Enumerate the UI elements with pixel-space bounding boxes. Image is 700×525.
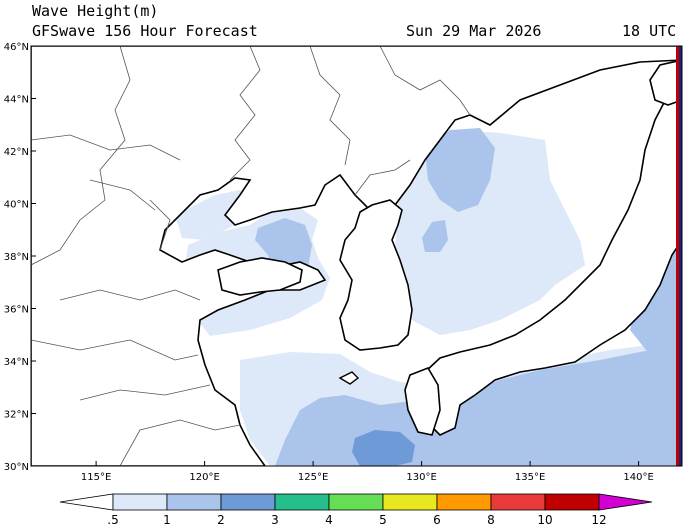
colorbar-label: 1 [163,513,171,525]
colorbar-label: 4 [325,513,333,525]
colorbar-label: 10 [537,513,552,525]
lon-label: 130°E [406,472,436,483]
colorbar-label: .5 [107,513,118,525]
lon-label: 125°E [298,472,328,483]
colorbar-segment [166,493,222,511]
colorbar-segment [274,493,330,511]
longitude-axis: 115°E 120°E 125°E 130°E 135°E 140°E [81,461,654,483]
internal-borders [31,46,471,466]
colorbar-segment [490,493,546,511]
lon-label: 140°E [623,472,653,483]
japan-kyushu [404,367,441,436]
mainland-china [31,46,682,466]
map-content [31,46,682,466]
shandong-peninsula [217,257,303,296]
lat-label: 40°N [4,200,29,211]
jeju-island [338,371,360,385]
forecast-time: 18 UTC [622,22,677,40]
map-title: Wave Height(m) [32,2,159,20]
lat-label: 34°N [4,357,29,368]
wave-band-0-5-1-bohai [175,190,250,240]
map-edge-high-strip [676,46,679,466]
japan-hokkaido [649,59,682,106]
lon-label: 115°E [81,472,111,483]
colorbar-label: 2 [217,513,225,525]
lat-label: 36°N [4,305,29,316]
forecast-label: GFSwave 156 Hour Forecast [32,22,258,40]
colorbar-label: 3 [271,513,279,525]
lat-label: 38°N [4,252,29,263]
colorbar-arrow-right [598,493,653,511]
colorbar-arrow-left [59,493,114,511]
korea-peninsula [339,199,413,351]
colorbar-label: 6 [433,513,441,525]
forecast-date: Sun 29 Mar 2026 [406,22,542,40]
colorbar-segment [328,493,384,511]
wave-band-1-2-east-sea-small [422,220,448,252]
wave-band-1-2-east-sea [425,128,495,212]
lat-label: 46°N [4,42,29,53]
colorbar: .5 1 2 3 4 5 6 8 10 12 [59,493,653,525]
colorbar-segment [382,493,438,511]
lon-label: 135°E [515,472,545,483]
map-edge-navy-strip [679,46,682,466]
wave-band-2-3-east-china-sea [352,430,415,466]
colorbar-segment [436,493,492,511]
lat-label: 32°N [4,410,29,421]
colorbar-segment [112,493,168,511]
lat-label: 30°N [4,462,29,473]
lat-label: 44°N [4,95,29,106]
colorbar-label: 12 [591,513,606,525]
colorbar-label: 8 [487,513,495,525]
lat-label: 42°N [4,147,29,158]
colorbar-segment [220,493,276,511]
colorbar-segment [544,493,600,511]
lon-label: 120°E [189,472,219,483]
latitude-axis: 30°N 32°N 34°N 36°N 38°N 40°N 42°N 44°N 46°N [4,42,36,473]
colorbar-label: 5 [379,513,387,525]
